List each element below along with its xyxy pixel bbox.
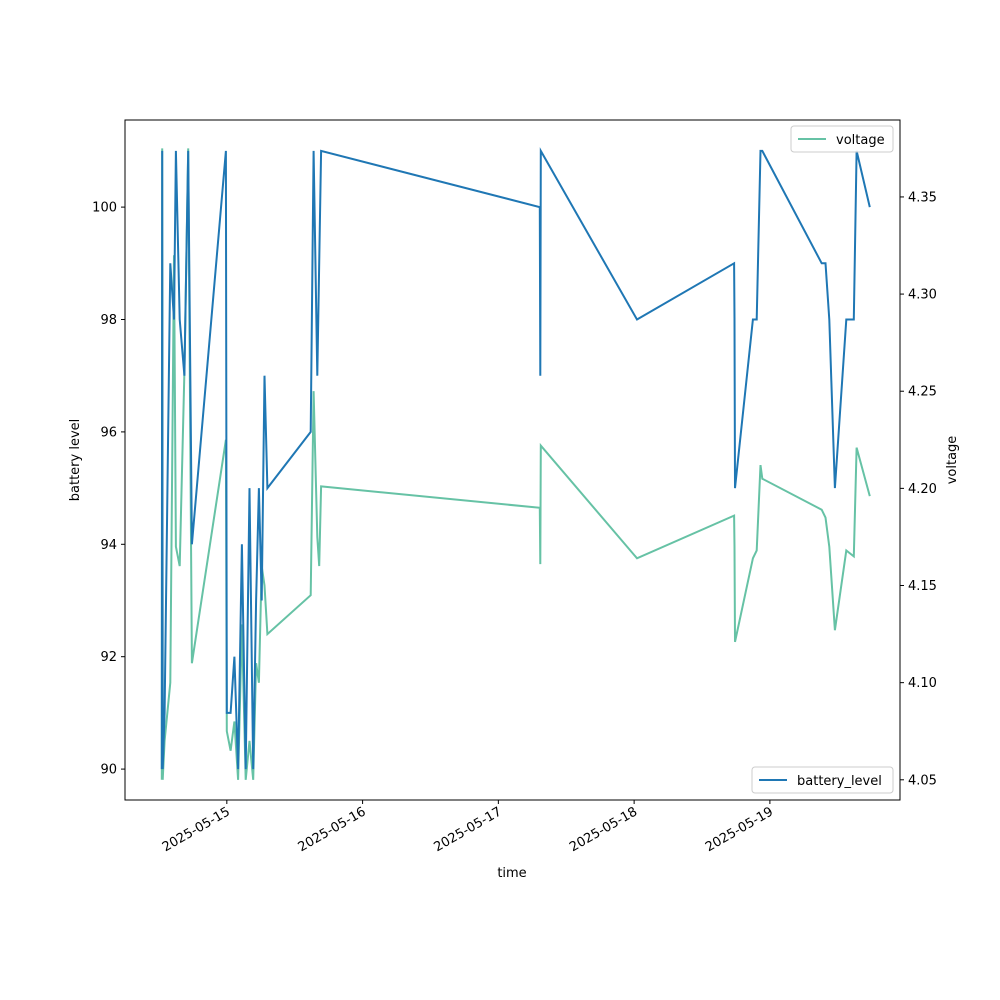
right-tick-label: 4.20 [908, 482, 937, 497]
series-layer [160, 147, 871, 780]
legend-voltage: voltage [790, 125, 894, 153]
legend-battery-level-box [751, 766, 894, 794]
left-tick-label: 98 [100, 313, 117, 328]
x-axis-label: time [497, 866, 526, 881]
right-tick-label: 4.15 [908, 579, 937, 594]
right-tick-label: 4.35 [908, 190, 937, 205]
right-tick-label: 4.30 [908, 288, 937, 303]
right-tick-label: 4.25 [908, 385, 937, 400]
legend-battery-level-label: battery_level [797, 774, 882, 789]
legend-voltage-label: voltage [836, 133, 885, 148]
series-line-battery-level [160, 147, 871, 770]
left-tick-label: 90 [100, 763, 117, 778]
left-tick-label: 100 [92, 201, 117, 216]
right-tick-label: 4.10 [908, 676, 937, 691]
legend-battery-level: battery_level [751, 766, 894, 794]
plot-frame [124, 119, 901, 801]
left-axis-ticks: 90 92 94 96 98 100 [92, 201, 125, 778]
legend-voltage-box [790, 125, 894, 153]
left-tick-label: 94 [100, 538, 117, 553]
left-tick-label: 92 [100, 650, 117, 665]
right-axis-ticks: 4.05 4.10 4.15 4.20 4.25 4.30 4.35 [900, 190, 937, 788]
right-y-axis-label: voltage [945, 436, 960, 485]
left-y-axis-label: battery level [68, 419, 83, 502]
left-tick-label: 96 [100, 425, 117, 440]
right-tick-label: 4.05 [908, 773, 937, 788]
